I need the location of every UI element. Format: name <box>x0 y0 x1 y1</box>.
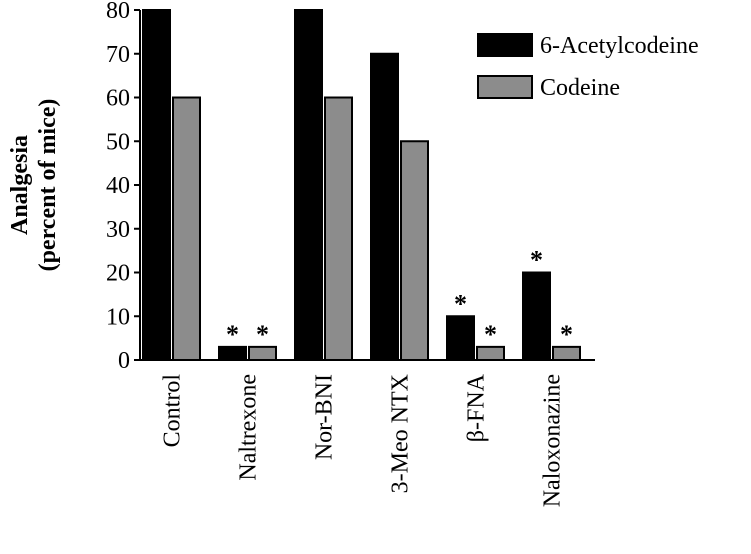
y-axis-ticks: 0 10 20 30 40 50 60 70 80 <box>106 0 140 374</box>
legend-label: Codeine <box>540 75 620 101</box>
bar <box>294 9 323 361</box>
y-axis-title-line-2: (percent of mice) <box>35 99 61 272</box>
bar <box>324 96 353 361</box>
legend-swatch <box>477 33 533 57</box>
y-tick-label: 40 <box>106 173 130 199</box>
x-tick-label: Nor-BNI <box>312 374 338 460</box>
y-tick-label: 10 <box>106 304 130 330</box>
bar <box>522 271 551 361</box>
y-axis-title: Analgesia (percent of mice) <box>7 99 61 272</box>
bars <box>142 9 581 361</box>
y-tick-label: 70 <box>106 42 130 68</box>
x-tick-label: 3-Meo NTX <box>388 374 414 493</box>
bar <box>446 315 475 361</box>
legend: 6-Acetylcodeine Codeine <box>477 33 699 101</box>
x-tick-label: Naltrexone <box>236 374 262 481</box>
significance-asterisk: * <box>530 246 543 275</box>
bar <box>400 140 429 361</box>
significance-asterisk: * <box>560 320 573 349</box>
bar <box>142 9 171 361</box>
bar <box>172 96 201 361</box>
legend-swatch <box>477 75 533 99</box>
significance-asterisk: * <box>484 320 497 349</box>
bar <box>370 52 399 361</box>
significance-markers: * * * * * * <box>226 246 573 349</box>
significance-asterisk: * <box>256 320 269 349</box>
significance-asterisk: * <box>454 289 467 318</box>
y-tick-label: 0 <box>118 348 130 374</box>
significance-asterisk: * <box>226 320 239 349</box>
y-tick-label: 80 <box>106 0 130 24</box>
y-tick-label: 60 <box>106 86 130 112</box>
y-axis-title-line-1: Analgesia <box>7 135 33 235</box>
y-tick-label: 20 <box>106 261 130 287</box>
x-tick-label: Naloxonazine <box>540 374 566 507</box>
y-tick-label: 30 <box>106 217 130 243</box>
x-tick-label: β-FNA <box>464 373 490 442</box>
y-tick-label: 50 <box>106 129 130 155</box>
x-tick-label: Control <box>160 374 186 448</box>
x-axis-labels: Control Naltrexone Nor-BNI 3-Meo NTX β-FNA Na… <box>160 373 566 507</box>
legend-label: 6-Acetylcodeine <box>540 33 699 59</box>
